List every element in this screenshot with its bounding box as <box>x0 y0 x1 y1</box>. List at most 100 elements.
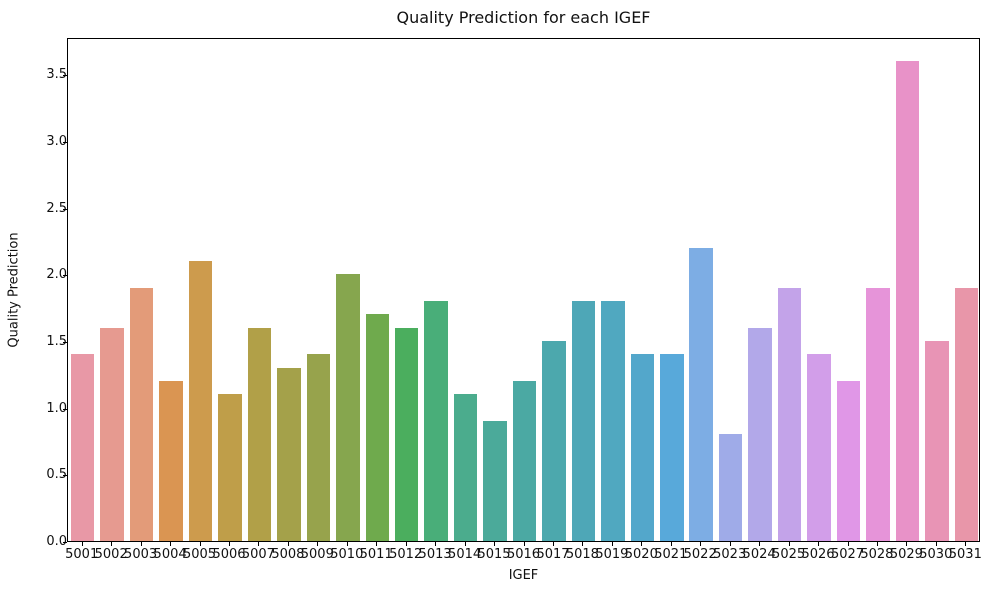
x-tick-mark <box>287 542 289 546</box>
x-tick-mark <box>405 542 407 546</box>
chart-title: Quality Prediction for each IGEF <box>396 8 651 27</box>
x-tick-mark <box>317 542 319 546</box>
y-tick-mark <box>63 208 67 210</box>
x-tick-label-5026: 5026 <box>801 547 835 562</box>
x-tick-mark <box>258 542 260 546</box>
x-tick-mark <box>906 542 908 546</box>
x-tick-mark <box>81 542 83 546</box>
bar-5028 <box>866 287 890 541</box>
x-tick-label-5004: 5004 <box>153 547 187 562</box>
x-tick-mark <box>788 542 790 546</box>
x-tick-mark <box>876 542 878 546</box>
x-tick-mark <box>729 542 731 546</box>
x-tick-mark <box>611 542 613 546</box>
x-tick-mark <box>847 542 849 546</box>
x-axis-label: IGEF <box>508 568 539 583</box>
x-tick-mark <box>111 542 113 546</box>
bar-5031 <box>954 287 979 541</box>
y-tick-label-1.5: 1.5 <box>46 334 67 349</box>
x-tick-label-5009: 5009 <box>300 547 334 562</box>
bar-5010 <box>336 274 360 541</box>
bar-5006 <box>218 394 242 541</box>
x-tick-label-5019: 5019 <box>595 547 629 562</box>
y-tick-mark <box>63 475 67 477</box>
x-tick-mark <box>582 542 584 546</box>
x-tick-label-5022: 5022 <box>683 547 717 562</box>
x-tick-mark <box>553 542 554 546</box>
y-tick-mark <box>63 542 67 543</box>
x-tick-label-5027: 5027 <box>830 547 865 562</box>
x-tick-mark <box>818 542 819 546</box>
x-axis-ticks: 5001 5002 5003 5004 5005 5006 5007 5008 5009 5010… <box>65 542 982 572</box>
y-tick-mark <box>63 275 67 277</box>
x-tick-label-5010: 5010 <box>330 547 364 562</box>
bar-5027 <box>836 381 861 541</box>
x-tick-mark <box>376 542 378 546</box>
x-tick-label-5029: 5029 <box>889 547 923 562</box>
bar-5014 <box>453 394 478 541</box>
bar-5013 <box>424 301 448 541</box>
bar-5005 <box>188 261 213 541</box>
bar-5020 <box>630 354 655 541</box>
bar-5012 <box>394 327 419 541</box>
y-tick-label-1.0: 1.0 <box>46 400 67 416</box>
bar-5002 <box>100 327 124 541</box>
bar-5021 <box>660 354 684 541</box>
bar-5011 <box>365 314 390 541</box>
x-tick-label-5007: 5007 <box>241 547 275 562</box>
bar-5029 <box>895 61 920 541</box>
bar-5009 <box>306 354 331 541</box>
y-tick-mark <box>63 75 67 77</box>
x-tick-mark <box>700 542 702 546</box>
x-tick-label-5003: 5003 <box>124 547 158 562</box>
bar-5007 <box>247 327 272 541</box>
x-tick-mark <box>199 542 201 546</box>
x-tick-mark <box>670 542 672 546</box>
y-axis-ticks: 0.0 0.5 1.0 1.5 2.0 2.5 3.0 3.5 <box>0 0 67 600</box>
x-tick-mark <box>935 542 937 546</box>
x-tick-mark <box>140 542 142 546</box>
bar-5026 <box>807 354 831 541</box>
x-tick-label-5011: 5011 <box>359 547 393 562</box>
y-tick-mark <box>63 408 67 410</box>
bar-5004 <box>159 381 183 541</box>
x-tick-mark <box>346 542 348 546</box>
x-tick-mark <box>523 542 525 546</box>
y-tick-mark <box>63 342 67 343</box>
y-tick-label-3.5: 3.5 <box>46 67 67 83</box>
x-tick-mark <box>641 542 643 546</box>
x-tick-label-5006: 5006 <box>212 547 246 562</box>
bar-5001 <box>70 354 95 541</box>
x-tick-mark <box>229 542 230 546</box>
bar-5017 <box>542 341 566 541</box>
y-tick-label-2.0: 2.0 <box>46 267 67 283</box>
x-tick-mark <box>464 542 466 546</box>
bar-5003 <box>129 287 154 541</box>
x-tick-label-5013: 5013 <box>418 547 452 562</box>
x-tick-label-5015: 5015 <box>477 547 511 562</box>
bar-5030 <box>925 341 949 541</box>
x-tick-label-5024: 5024 <box>742 547 776 562</box>
bar-5018 <box>571 301 596 541</box>
x-tick-label-5005: 5005 <box>182 547 217 562</box>
y-tick-label-2.5: 2.5 <box>46 200 67 216</box>
x-tick-label-5012: 5012 <box>389 547 423 562</box>
x-tick-label-5023: 5023 <box>713 547 747 562</box>
x-tick-label-5030: 5030 <box>919 547 953 562</box>
x-tick-label-5002: 5002 <box>94 547 128 562</box>
y-tick-label-0.0: 0.0 <box>46 534 67 549</box>
x-tick-mark <box>170 542 172 546</box>
x-tick-mark <box>759 542 761 546</box>
x-tick-mark <box>965 542 967 546</box>
x-tick-label-5001: 5001 <box>65 547 99 562</box>
x-tick-label-5014: 5014 <box>448 547 482 562</box>
y-tick-label-3.0: 3.0 <box>46 134 67 149</box>
bar-5016 <box>512 381 537 541</box>
x-tick-label-5016: 5016 <box>506 547 541 562</box>
bar-5008 <box>277 367 301 541</box>
x-tick-label-5021: 5021 <box>654 547 688 562</box>
bar-5025 <box>777 287 802 541</box>
bar-5024 <box>748 327 772 541</box>
x-tick-mark <box>435 542 437 546</box>
